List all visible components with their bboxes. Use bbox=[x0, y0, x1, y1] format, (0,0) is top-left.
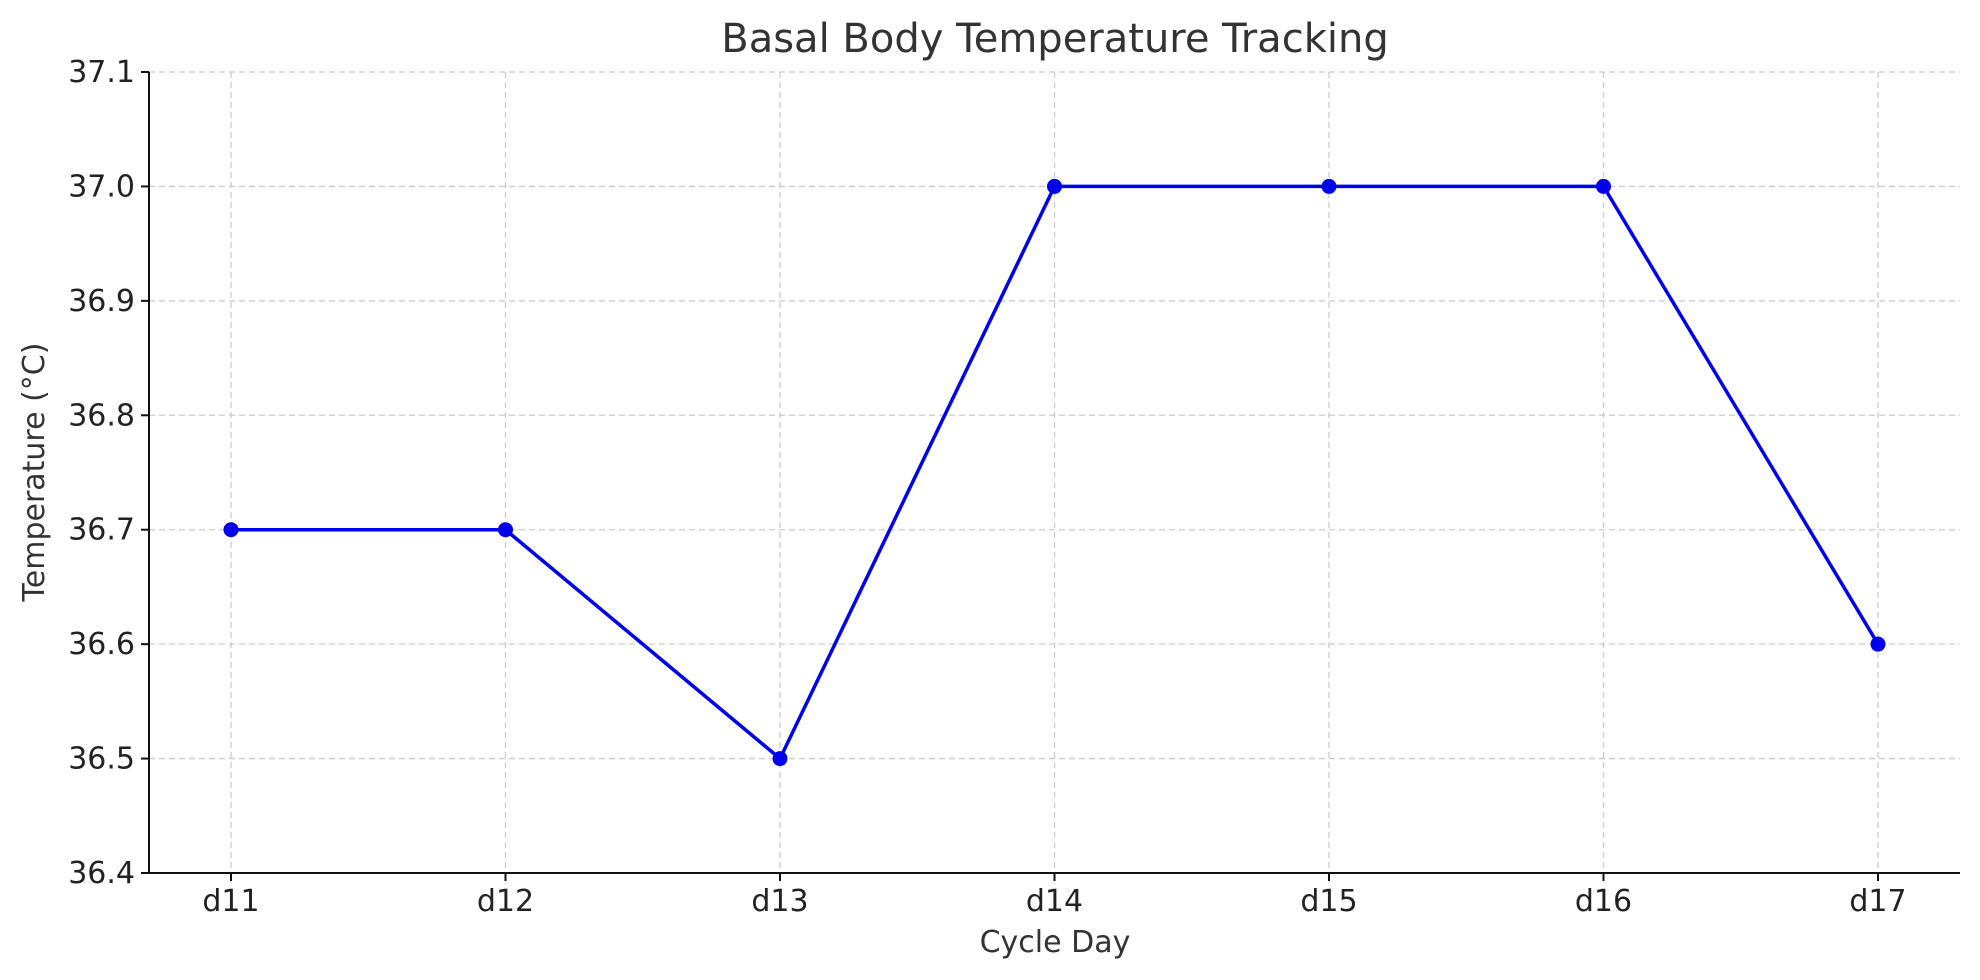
tick-labels: 36.4 36.5 36.6 36.7 36.8 36.9 37.0 37.1 d11 d12 d1… bbox=[68, 55, 1906, 919]
x-tick-label: d11 bbox=[202, 884, 259, 919]
data-point bbox=[772, 751, 788, 767]
y-tick-label: 36.8 bbox=[68, 398, 135, 433]
data-point bbox=[223, 522, 239, 538]
y-tick-label: 36.6 bbox=[68, 627, 135, 662]
x-axis-label: Cycle Day bbox=[980, 925, 1131, 960]
x-tick-label: d16 bbox=[1575, 884, 1632, 919]
y-tick-label: 36.7 bbox=[68, 513, 135, 548]
y-tick-label: 37.1 bbox=[68, 55, 135, 90]
x-tick-label: d17 bbox=[1849, 884, 1906, 919]
data-point bbox=[498, 522, 513, 538]
x-tick-label: d14 bbox=[1026, 884, 1083, 919]
data-point bbox=[1596, 178, 1611, 194]
y-tick-label: 36.4 bbox=[68, 856, 135, 891]
data-point bbox=[1321, 178, 1337, 194]
chart-title: Basal Body Temperature Tracking bbox=[721, 16, 1388, 62]
data-point bbox=[1047, 178, 1062, 194]
y-tick-label: 36.9 bbox=[68, 284, 135, 319]
series-layer bbox=[223, 178, 1886, 767]
y-tick-label: 37.0 bbox=[68, 169, 135, 204]
axes bbox=[141, 71, 1960, 881]
data-point bbox=[1870, 636, 1886, 652]
y-axis-label: Temperature (°C) bbox=[17, 343, 52, 603]
x-tick-label: d15 bbox=[1300, 884, 1357, 919]
x-tick-label: d12 bbox=[477, 884, 534, 919]
x-tick-label: d13 bbox=[751, 884, 808, 919]
y-tick-label: 36.5 bbox=[68, 742, 135, 777]
